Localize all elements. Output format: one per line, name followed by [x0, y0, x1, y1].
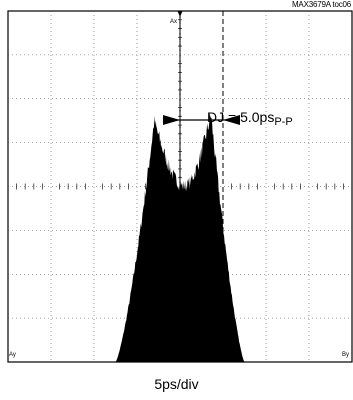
dj-annotation-subscript: P-P	[274, 116, 293, 128]
left-corner-marker: Ay	[9, 352, 16, 358]
dj-arrowhead-left	[163, 115, 180, 125]
cursor-a-marker: Ax	[170, 19, 178, 25]
dj-annotation: DJ = 5.0psP-P	[207, 109, 293, 128]
right-corner-marker: By	[342, 352, 350, 358]
figure-reference-label: MAX3679A toc06	[291, 0, 351, 9]
x-axis-label: 5ps/div	[154, 376, 199, 392]
dj-annotation-text: DJ = 5.0ps	[207, 109, 275, 125]
dj-arrowhead-right	[223, 115, 240, 125]
